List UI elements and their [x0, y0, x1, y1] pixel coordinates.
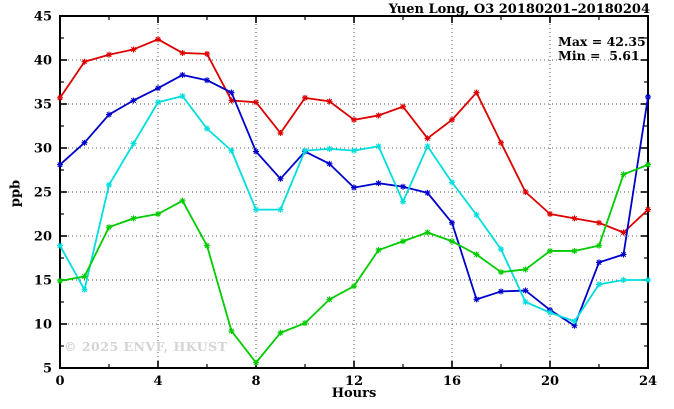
svg-text:16: 16	[443, 374, 461, 389]
svg-text:20: 20	[541, 374, 559, 389]
svg-text:0: 0	[55, 374, 64, 389]
svg-text:4: 4	[153, 374, 162, 389]
svg-text:24: 24	[639, 374, 657, 389]
chart-title: Yuen Long, O3 20180201–20180204	[388, 2, 650, 17]
svg-text:30: 30	[34, 142, 52, 157]
watermark-text: © 2025 ENVF, HKUST	[64, 339, 228, 354]
series-green	[57, 161, 651, 366]
legend-max-value: Max = 42.35	[558, 34, 646, 49]
series-red	[57, 36, 651, 236]
svg-text:25: 25	[34, 186, 52, 201]
svg-text:10: 10	[34, 318, 52, 333]
y-axis-label: ppb	[8, 179, 24, 208]
svg-text:8: 8	[251, 374, 260, 389]
svg-text:35: 35	[34, 98, 52, 113]
svg-text:5: 5	[43, 362, 52, 377]
stats-legend: Max = 42.35 Min = 5.61	[558, 35, 646, 63]
x-axis-label: Hours	[331, 386, 377, 401]
svg-text:45: 45	[34, 10, 52, 25]
svg-text:12: 12	[345, 374, 363, 389]
svg-text:15: 15	[34, 274, 52, 289]
svg-text:20: 20	[34, 230, 52, 245]
svg-text:40: 40	[34, 54, 52, 69]
legend-min-value: Min = 5.61	[558, 48, 640, 63]
series-cyan	[57, 93, 651, 325]
